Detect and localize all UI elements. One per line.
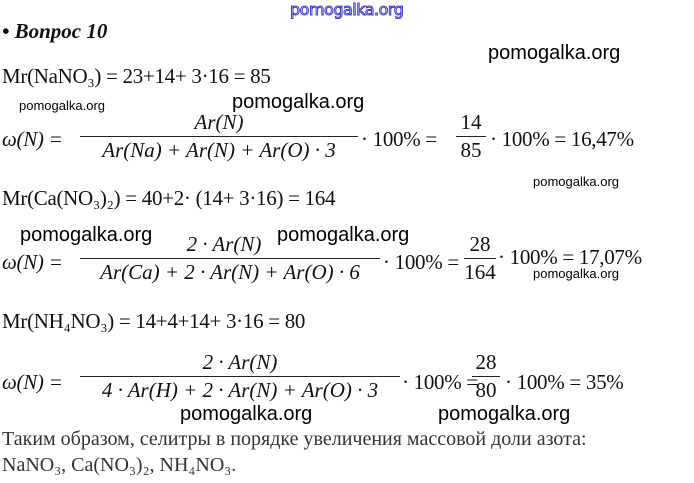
numerator: 14 <box>460 110 482 134</box>
formula-lhs: ω(N) = <box>2 127 63 151</box>
denominator: 85 <box>460 138 482 162</box>
numerator: 28 <box>475 350 497 374</box>
molar-mass-nh4no3: Mr(NH₄NO₃) = 14+4+14+ 3·16 = 80 <box>2 309 306 333</box>
fraction-bar <box>80 258 380 259</box>
formula-mid: · 100% = <box>361 127 437 151</box>
formula-mid: · 100% = <box>402 370 478 394</box>
numeric-fraction: 14 85 <box>456 110 486 163</box>
formula-result: · 100% = 35% <box>505 370 624 394</box>
formula-lhs: ω(N) = <box>2 250 63 274</box>
watermark: pomogalka.org <box>180 403 313 425</box>
fraction-bar <box>456 136 486 137</box>
formula-fraction: Ar(N) Ar(Na) + Ar(N) + Ar(O) · 3 <box>80 110 358 163</box>
question-heading: • Вопрос 10 <box>2 19 108 43</box>
molar-mass-nano3: Mr(NaNO₃) = 23+14+ 3·16 = 85 <box>2 64 271 88</box>
watermark-top[interactable]: pomogalka.org <box>289 0 404 20</box>
formula-fraction: 2 · Ar(N) 4 · Ar(H) + 2 · Ar(N) + Ar(O) … <box>80 350 400 403</box>
watermark: pomogalka.org <box>438 403 571 425</box>
denominator: Ar(Ca) + 2 · Ar(N) + Ar(O) · 6 <box>100 260 360 284</box>
watermark: pomogalka.org <box>277 224 410 246</box>
numeric-fraction: 28 80 <box>472 350 500 403</box>
numeric-fraction: 28 164 <box>464 232 496 285</box>
denominator: 164 <box>464 260 496 284</box>
watermark: pomogalka.org <box>232 91 365 113</box>
watermark: pomogalka.org <box>488 42 621 64</box>
fraction-bar <box>80 376 400 377</box>
formula-fraction: 2 · Ar(N) Ar(Ca) + 2 · Ar(N) + Ar(O) · 6 <box>80 232 380 285</box>
formula-lhs: ω(N) = <box>2 370 63 394</box>
watermark: pomogalka.org <box>533 266 619 281</box>
formula-mid: · 100% = <box>383 250 459 274</box>
watermark: pomogalka.org <box>20 224 153 246</box>
denominator: 80 <box>475 378 497 402</box>
denominator: 4 · Ar(H) + 2 · Ar(N) + Ar(O) · 3 <box>101 378 379 402</box>
fraction-bar <box>472 376 500 377</box>
numerator: 28 <box>469 232 491 256</box>
fraction-bar <box>80 136 358 137</box>
formula-result: · 100% = 17,07% <box>498 245 642 269</box>
conclusion-order: NaNO₃, Ca(NO₃)₂, NH₄NO₃. <box>2 454 237 476</box>
molar-mass-ca-no3-2: Mr(Ca(NO₃)₂) = 40+2· (14+ 3·16) = 164 <box>2 186 336 210</box>
denominator: Ar(Na) + Ar(N) + Ar(O) · 3 <box>102 138 336 162</box>
numerator: 2 · Ar(N) <box>202 350 278 374</box>
formula-result: · 100% = 16,47% <box>490 127 634 151</box>
conclusion-text: Таким образом, селитры в порядке увеличе… <box>2 428 587 450</box>
numerator: 2 · Ar(N) <box>186 232 262 256</box>
watermark: pomogalka.org <box>19 98 105 113</box>
fraction-bar <box>464 258 496 259</box>
watermark: pomogalka.org <box>533 174 619 189</box>
numerator: Ar(N) <box>194 110 244 134</box>
